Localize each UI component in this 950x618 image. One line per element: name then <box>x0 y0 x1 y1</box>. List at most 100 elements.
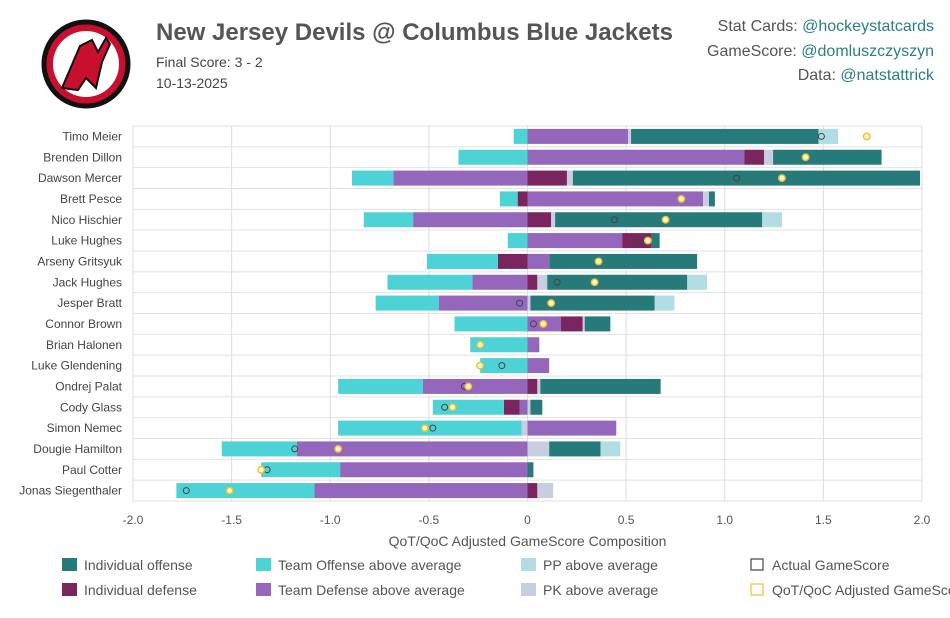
bar-team-off <box>387 274 473 290</box>
bar-indiv-def <box>561 316 583 332</box>
bar-indiv-off <box>773 149 882 165</box>
x-tick-label: -1.0 <box>320 513 341 527</box>
legend-label: PP above average <box>543 557 658 573</box>
legend-label: QoT/QoC Adjusted GameScore <box>772 582 950 598</box>
adjusted-gamescore-marker <box>778 174 786 183</box>
team-logo <box>41 19 131 109</box>
bar-indiv-def <box>497 253 528 269</box>
bar-team-def <box>296 441 528 457</box>
actual-gamescore-marker <box>291 445 299 453</box>
bar-indiv-off <box>549 441 601 457</box>
adjusted-gamescore-marker <box>677 194 686 203</box>
actual-gamescore-marker <box>498 362 506 370</box>
bar-team-off <box>261 462 341 478</box>
legend-item: PP above average <box>521 557 658 573</box>
bar-pk <box>527 295 531 311</box>
bar-team-def <box>527 149 745 165</box>
legend-label: Team Defense above average <box>278 582 465 598</box>
x-tick-label: 2.0 <box>914 513 931 527</box>
bar-team-def <box>527 128 629 144</box>
bar-indiv-def <box>527 483 538 499</box>
bar-pk <box>527 399 531 415</box>
adjusted-gamescore-marker <box>661 215 670 224</box>
legend-item: PK above average <box>521 582 658 598</box>
game-date: 10-13-2025 <box>156 75 228 91</box>
bar-pp <box>762 212 782 228</box>
actual-gamescore-marker <box>610 216 618 224</box>
actual-gamescore-marker <box>429 424 437 432</box>
legend-swatch <box>521 583 536 596</box>
adjusted-gamescore-marker <box>420 424 429 433</box>
actual-gamescore-marker <box>441 403 449 411</box>
bar-indiv-def <box>527 274 538 290</box>
player-label: Timo Meier <box>62 129 122 143</box>
player-label: Brian Halonen <box>46 338 122 352</box>
bar-team-def <box>527 420 617 436</box>
player-label: Cody Glass <box>60 400 122 414</box>
legend-item: Actual GameScore <box>750 557 890 573</box>
player-label: Simon Nemec <box>47 421 122 435</box>
bar-team-off <box>363 212 414 228</box>
player-label: Nico Hischier <box>51 213 122 227</box>
adjusted-gamescore-marker <box>334 444 343 453</box>
adjusted-gamescore-marker <box>539 319 548 328</box>
bar-team-off <box>454 316 528 332</box>
bar-team-def <box>519 399 528 415</box>
legend-item: QoT/QoC Adjusted GameScore <box>750 582 950 598</box>
legend-item: Team Defense above average <box>256 582 465 598</box>
bar-team-def <box>393 170 528 186</box>
legend-label: Individual defense <box>84 582 197 598</box>
bar-indiv-off <box>527 462 534 478</box>
bar-team-off <box>351 170 394 186</box>
bar-indiv-off <box>549 253 698 269</box>
x-tick-label: 1.5 <box>815 513 832 527</box>
credit-stat-cards: Stat Cards: @hockeystatcards <box>718 18 934 36</box>
adjusted-gamescore-marker <box>464 382 473 391</box>
bar-indiv-off <box>530 295 655 311</box>
bar-team-off <box>432 399 504 415</box>
credit-label: Data: <box>797 67 841 84</box>
bar-pk <box>628 128 632 144</box>
legend-swatch <box>750 558 764 571</box>
legend-swatch <box>521 558 536 571</box>
credit-label: Stat Cards: <box>717 18 803 35</box>
bar-indiv-def <box>527 378 538 394</box>
legend-item: Individual defense <box>62 582 197 598</box>
bar-indiv-off <box>584 316 611 332</box>
bar-pk <box>551 212 556 228</box>
legend-label: Team Offense above average <box>278 557 462 573</box>
bar-pk <box>582 316 585 332</box>
legend-item: Team Offense above average <box>256 557 462 573</box>
player-label: Brenden Dillon <box>43 150 122 164</box>
bar-pk <box>521 420 528 436</box>
actual-gamescore-marker <box>733 174 741 182</box>
bar-team-off <box>507 233 528 249</box>
legend-label: PK above average <box>543 582 658 598</box>
adjusted-gamescore-marker <box>594 257 603 266</box>
bar-team-def <box>438 295 528 311</box>
bar-team-def <box>314 483 528 499</box>
credit-data: Data: @natstattrick <box>798 67 934 85</box>
bar-team-off <box>499 191 518 207</box>
bar-indiv-off <box>708 191 715 207</box>
player-label: Paul Cotter <box>62 463 122 477</box>
bar-indiv-off <box>631 128 819 144</box>
bar-team-def <box>527 191 704 207</box>
bar-team-off <box>221 441 297 457</box>
actual-gamescore-marker <box>516 299 524 307</box>
bar-team-off <box>458 149 528 165</box>
player-label: Jesper Bratt <box>57 296 122 310</box>
credit-link[interactable]: @hockeystatcards <box>802 18 934 35</box>
credit-link[interactable]: @natstattrick <box>840 67 934 84</box>
bar-pp <box>687 274 707 290</box>
bar-team-def <box>527 233 623 249</box>
bar-indiv-off <box>530 399 543 415</box>
legend-swatch <box>256 558 271 571</box>
player-label: Luke Hughes <box>51 234 122 248</box>
bar-team-off <box>480 358 528 374</box>
legend-swatch <box>62 558 77 571</box>
credit-link[interactable]: @domluszczyszyn <box>801 43 934 60</box>
bar-pk <box>537 378 541 394</box>
